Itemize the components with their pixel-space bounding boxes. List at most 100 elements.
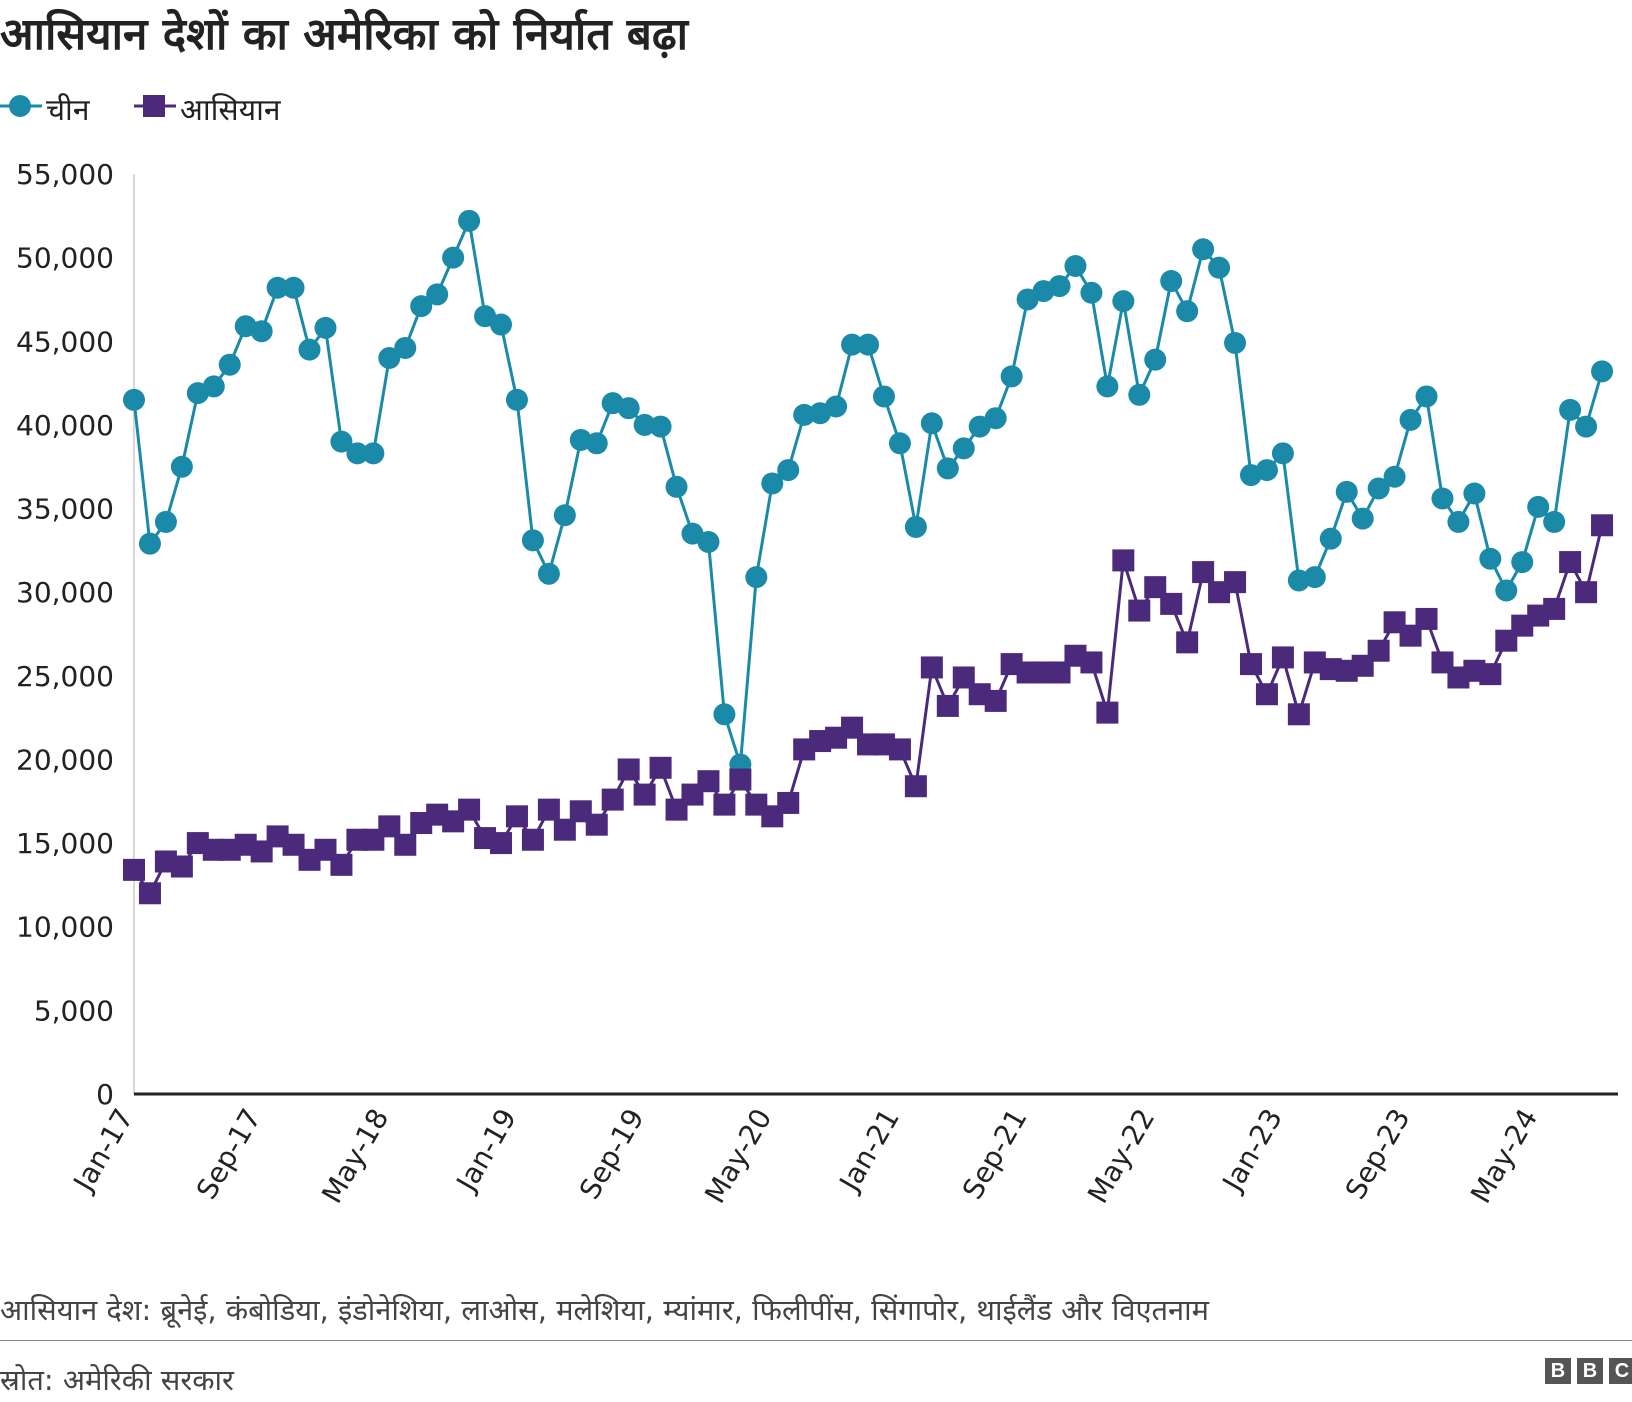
- data-point: [1096, 375, 1119, 398]
- data-point: [1080, 281, 1103, 304]
- data-point: [888, 432, 911, 455]
- data-point: [952, 437, 975, 460]
- data-point: [1000, 365, 1023, 388]
- data-point: [378, 347, 401, 369]
- legend-label-asean: आसियान: [180, 93, 281, 128]
- data-point: [1415, 385, 1438, 408]
- data-point: [346, 442, 369, 465]
- y-tick-label: 15,000: [16, 827, 114, 860]
- y-tick-label: 10,000: [16, 911, 114, 944]
- data-point: [1335, 480, 1358, 503]
- data-point: [410, 295, 433, 318]
- data-point: [888, 738, 911, 761]
- data-point: [1064, 255, 1087, 277]
- data-point: [1303, 566, 1326, 589]
- data-point: [1144, 348, 1167, 371]
- data-point: [1239, 653, 1262, 676]
- data-point: [1543, 510, 1566, 533]
- data-point: [904, 775, 927, 798]
- data-point: [537, 562, 560, 585]
- chart-title: आसियान देशों का अमेरिका को निर्यात बढ़ा: [0, 9, 689, 60]
- data-point: [1271, 442, 1294, 465]
- data-point: [825, 395, 848, 418]
- data-point: [138, 882, 161, 905]
- logo-letter: B: [1577, 1358, 1603, 1384]
- data-point: [1431, 487, 1454, 510]
- data-point: [713, 793, 736, 816]
- x-tick-label: Jan-19: [449, 1103, 523, 1198]
- data-point: [1527, 495, 1550, 518]
- data-point: [936, 694, 959, 717]
- data-point: [537, 798, 560, 821]
- data-point: [585, 432, 608, 455]
- data-point: [1495, 579, 1518, 602]
- data-point: [1160, 592, 1183, 615]
- data-point: [761, 472, 784, 495]
- data-point: [521, 828, 544, 851]
- data-point: [362, 442, 385, 465]
- data-point: [1399, 624, 1422, 647]
- x-tick-label: Sep-19: [573, 1103, 651, 1205]
- data-point: [777, 459, 800, 482]
- series-layer: [123, 209, 1614, 905]
- data-point: [1479, 663, 1502, 686]
- y-axis: 0 5,000 10,000 15,000 20,000 25,000 30,000 35,0…: [16, 158, 135, 1111]
- y-tick-label: 0: [96, 1078, 114, 1111]
- y-tick-label: 40,000: [16, 409, 114, 442]
- data-point: [1112, 290, 1135, 313]
- data-point: [1144, 576, 1167, 599]
- data-point: [1367, 477, 1390, 500]
- data-point: [1351, 507, 1374, 530]
- data-point: [298, 338, 321, 361]
- data-point: [1415, 607, 1438, 630]
- data-point: [1128, 599, 1151, 622]
- data-point: [202, 375, 225, 398]
- data-point: [1543, 597, 1566, 620]
- data-point: [1128, 383, 1151, 406]
- data-point: [649, 415, 672, 438]
- data-point: [505, 388, 528, 411]
- data-point: [458, 798, 481, 821]
- footnote-asean-countries: आसियान देश: ब्रूनेई, कंबोडिया, इंडोनेशिय…: [0, 1293, 1209, 1327]
- y-tick-label: 50,000: [16, 242, 114, 275]
- data-point: [490, 313, 513, 336]
- data-point: [394, 336, 417, 359]
- x-tick-label: Jan-21: [832, 1103, 906, 1198]
- y-tick-label: 5,000: [34, 994, 114, 1027]
- data-point: [1319, 527, 1342, 550]
- data-point: [1383, 465, 1406, 488]
- data-point: [633, 783, 656, 806]
- footer-divider: [0, 1340, 1632, 1341]
- y-tick-label: 25,000: [16, 660, 114, 693]
- data-point: [1591, 360, 1614, 383]
- data-point: [904, 515, 927, 538]
- data-point: [553, 504, 576, 527]
- data-point: [1367, 639, 1390, 662]
- legend-square-marker-icon: [134, 95, 176, 117]
- data-point: [1208, 256, 1231, 279]
- data-point: [1575, 581, 1598, 604]
- y-tick-label: 55,000: [16, 158, 114, 191]
- data-point: [1192, 238, 1215, 261]
- data-point: [426, 283, 449, 306]
- data-point: [617, 758, 640, 781]
- data-point: [378, 815, 401, 838]
- data-point: [553, 818, 576, 841]
- data-point: [633, 413, 656, 436]
- x-tick-label: May-22: [1081, 1103, 1161, 1209]
- data-point: [745, 566, 768, 589]
- x-tick-label: Sep-21: [956, 1103, 1034, 1205]
- data-point: [154, 510, 177, 533]
- data-point: [330, 430, 353, 453]
- legend-circle-marker-icon: [0, 95, 42, 117]
- data-point: [123, 388, 145, 411]
- logo-letter: C: [1609, 1358, 1632, 1384]
- data-point: [282, 276, 305, 299]
- data-point: [665, 475, 688, 498]
- data-point: [857, 333, 880, 356]
- data-point: [1255, 459, 1278, 482]
- data-point: [1255, 683, 1278, 706]
- data-point: [601, 788, 624, 811]
- data-point: [1479, 547, 1502, 570]
- data-point: [585, 813, 608, 836]
